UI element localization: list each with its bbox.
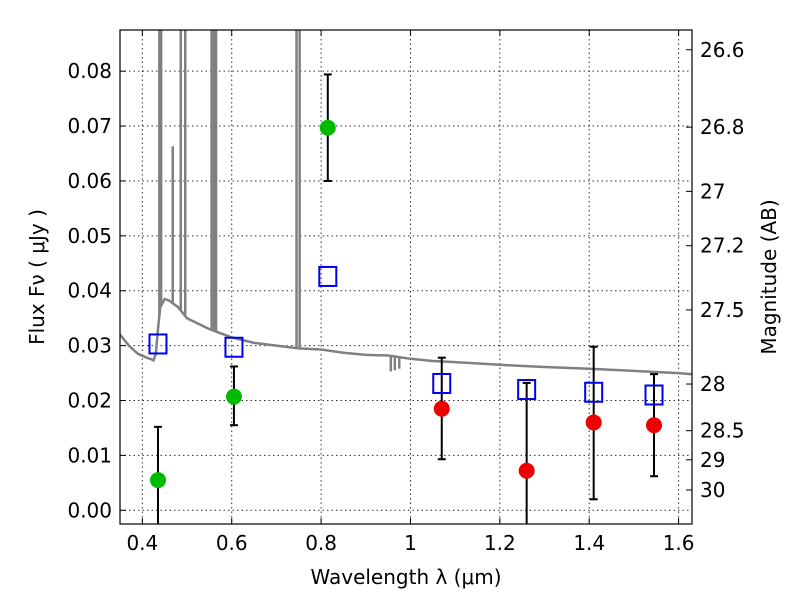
ticks xyxy=(120,30,692,524)
x-tick-label: 1.2 xyxy=(484,531,516,555)
y2-tick-label: 27.2 xyxy=(700,234,745,258)
plot-background xyxy=(120,30,692,524)
model-square xyxy=(224,336,244,358)
data-point xyxy=(646,417,663,434)
x-tick-label: 1.4 xyxy=(573,531,605,555)
y-tick-label: 0.06 xyxy=(67,169,112,193)
data-point xyxy=(225,388,242,405)
y-tick-label: 0.08 xyxy=(67,59,112,83)
x-tick-label: 1.6 xyxy=(663,531,695,555)
data-point xyxy=(518,462,535,479)
y-tick-label: 0.00 xyxy=(67,498,112,522)
x-tick-label: 1 xyxy=(404,531,417,555)
y2-tick-label: 28 xyxy=(700,372,725,396)
y2-tick-label: 29 xyxy=(700,448,725,472)
model-square xyxy=(644,384,664,406)
y2-tick-label: 28.5 xyxy=(700,419,745,443)
model-square xyxy=(148,333,168,355)
x-tick-label: 0.4 xyxy=(126,531,158,555)
y-tick-label: 0.04 xyxy=(67,279,112,303)
model-square xyxy=(318,265,338,287)
model-square xyxy=(432,372,452,394)
data-point xyxy=(149,472,166,489)
y2-tick-label: 26.8 xyxy=(700,115,745,139)
y-tick-label: 0.02 xyxy=(67,389,112,413)
y2-tick-label: 26.6 xyxy=(700,38,745,62)
y-axis-title: Flux Fν ( μJy ) xyxy=(25,209,49,345)
data-point xyxy=(433,400,450,417)
plot-area xyxy=(120,30,692,524)
x-tick-label: 0.8 xyxy=(305,531,337,555)
spectrum-line xyxy=(120,297,692,376)
model-square xyxy=(517,379,537,401)
model-square xyxy=(584,381,604,403)
y-tick-label: 0.03 xyxy=(67,334,112,358)
y2-axis-title: Magnitude (AB) xyxy=(757,199,781,354)
x-tick-label: 0.6 xyxy=(216,531,248,555)
plot-frame xyxy=(119,29,693,525)
y-tick-label: 0.05 xyxy=(67,224,112,248)
data-point xyxy=(319,119,336,136)
y2-tick-label: 27.5 xyxy=(700,298,745,322)
tick-labels: 0.4 0.6 0.8 1 1.2 1.4 1.6 0.00 0.01 0.02 0.03 0.04 0… xyxy=(67,38,744,555)
x-axis-title: Wavelength λ (μm) xyxy=(310,565,501,589)
y-tick-label: 0.01 xyxy=(67,443,112,467)
y2-tick-label: 30 xyxy=(700,478,725,502)
y2-tick-label: 27 xyxy=(700,179,725,203)
y-tick-label: 0.07 xyxy=(67,114,112,138)
data-point xyxy=(585,414,602,431)
